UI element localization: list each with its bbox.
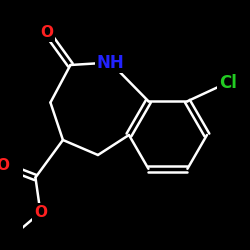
Text: Cl: Cl — [219, 74, 237, 92]
Text: O: O — [40, 25, 54, 40]
Text: NH: NH — [96, 54, 124, 72]
Text: O: O — [34, 205, 47, 220]
Text: O: O — [0, 158, 10, 172]
